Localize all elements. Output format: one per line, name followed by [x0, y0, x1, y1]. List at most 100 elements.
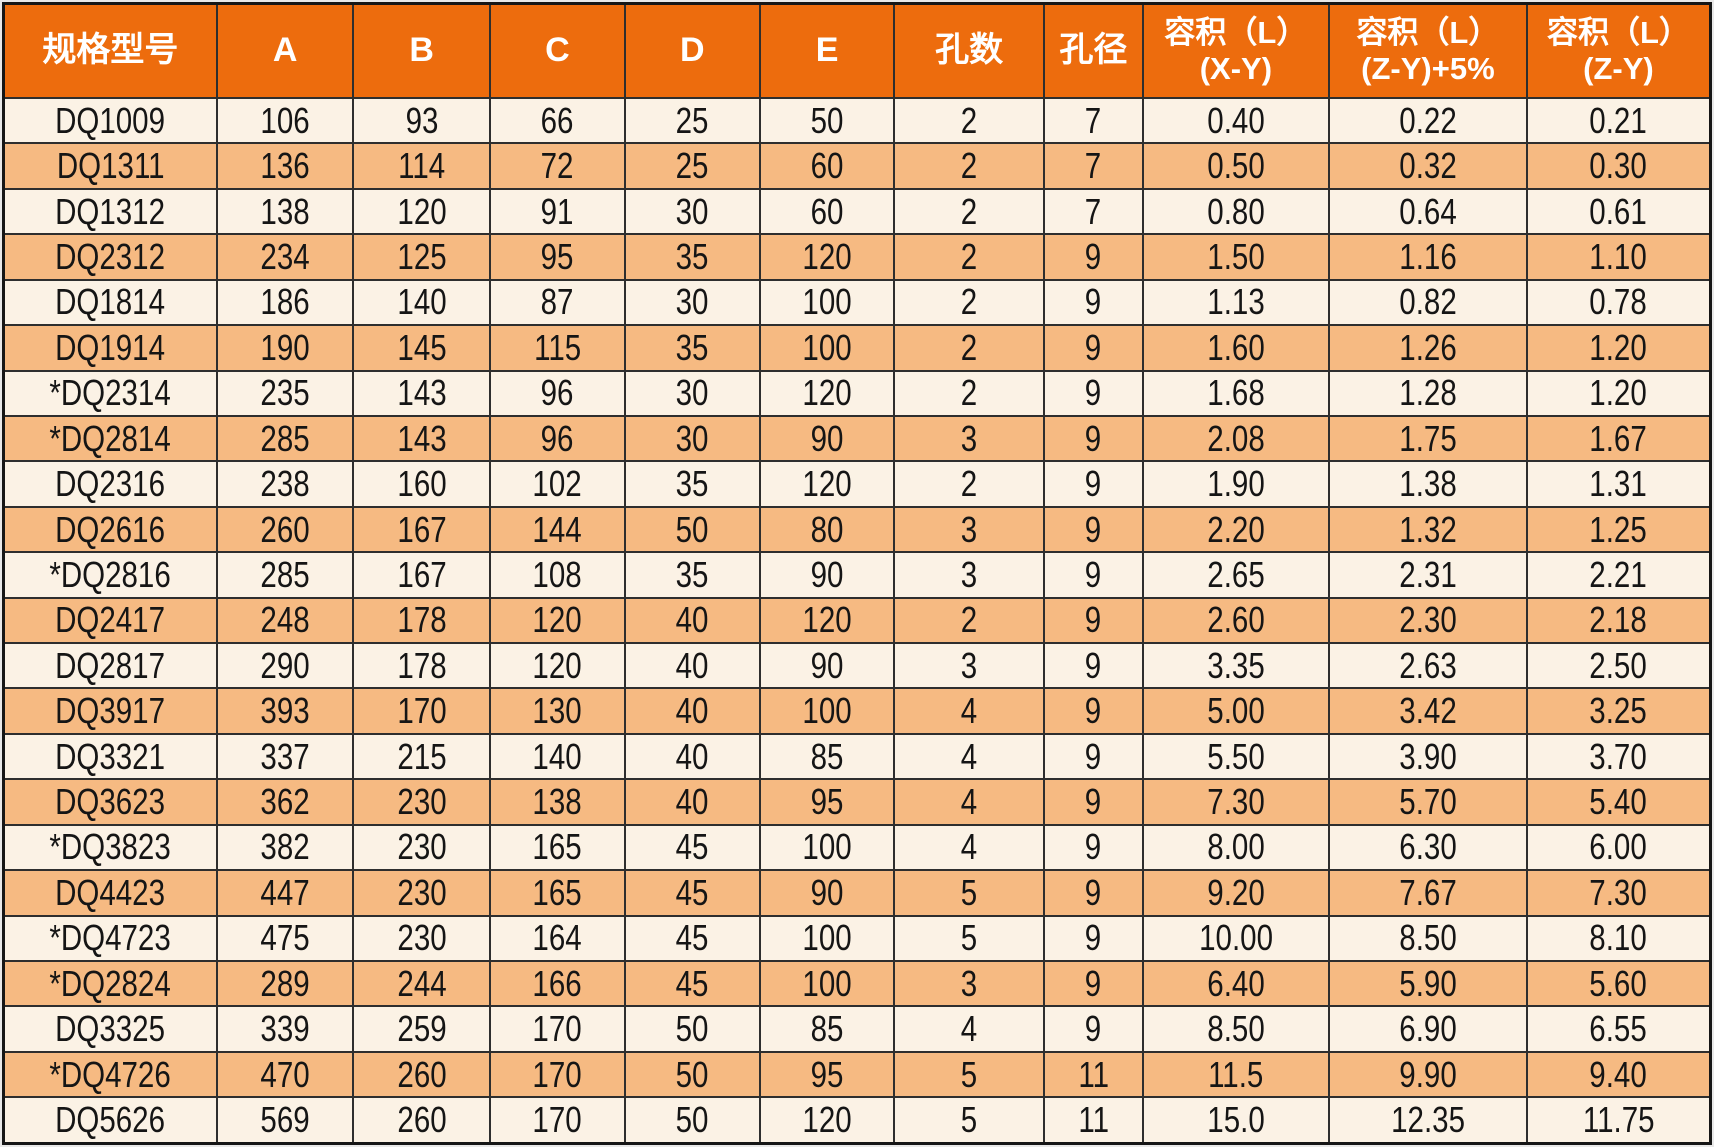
cell-e: 60 [758, 187, 896, 236]
table-row: DQ3917 393 170 130 40 100 4 9 5.00 3.42 3.25 [2, 687, 1712, 735]
cell-holes: 5 [893, 1050, 1045, 1099]
cell-value: 337 [260, 735, 310, 777]
cell-hole_d: 9 [1042, 914, 1144, 963]
cell-value: 35 [675, 326, 709, 368]
cell-holes: 2 [893, 596, 1045, 645]
cell-value: 5.90 [1399, 962, 1457, 1004]
cell-holes: 5 [893, 914, 1045, 963]
column-header-label: 容积（L） [1546, 15, 1690, 50]
cell-value: 96 [540, 372, 574, 414]
cell-value: 5.40 [1589, 781, 1648, 823]
cell-value: 108 [532, 553, 582, 595]
cell-vol_xy: 8.50 [1141, 1005, 1330, 1053]
cell-e: 120 [758, 233, 896, 281]
cell-b: 230 [352, 869, 491, 917]
cell-value: 7.30 [1589, 871, 1648, 913]
table-row: *DQ2816 285 167 108 35 90 3 9 2.65 2.31 2.21 [2, 551, 1712, 599]
cell-c: 165 [488, 869, 626, 917]
column-header-label: 容积（L） [1356, 15, 1500, 50]
cell-holes: 4 [893, 1005, 1045, 1053]
cell-value: 40 [675, 735, 709, 777]
cell-d: 30 [623, 187, 761, 236]
table-row: DQ1009 106 93 66 25 50 2 7 0.40 0.22 0.21 [2, 96, 1712, 145]
cell-value: 5 [960, 1053, 978, 1095]
cell-vol_xy: 11.5 [1141, 1050, 1330, 1099]
cell-value: 95 [810, 781, 844, 823]
cell-hole_d: 9 [1042, 324, 1144, 372]
cell-c: 115 [488, 324, 626, 372]
cell-vol_zy5: 1.26 [1327, 324, 1528, 372]
cell-value: 2.31 [1399, 553, 1457, 595]
cell-a: 475 [215, 914, 355, 963]
cell-value: 5 [960, 1099, 978, 1141]
cell-a: 569 [215, 1096, 355, 1145]
cell-value: 45 [675, 917, 709, 959]
cell-value: 0.61 [1589, 190, 1648, 232]
cell-hole_d: 9 [1042, 687, 1144, 735]
cell-value: 40 [675, 644, 709, 686]
cell-a: 393 [215, 687, 355, 735]
cell-hole_d: 9 [1042, 414, 1144, 463]
cell-d: 35 [623, 233, 761, 281]
cell-value: 4 [960, 826, 978, 868]
cell-vol_zy: 1.20 [1525, 324, 1712, 372]
cell-vol_zy5: 0.64 [1327, 187, 1528, 236]
column-header-b: B [352, 2, 491, 99]
cell-value: 3.35 [1207, 644, 1265, 686]
cell-model: DQ5626 [2, 1096, 218, 1145]
column-header-holes: 孔数 [893, 2, 1045, 99]
cell-d: 30 [623, 369, 761, 417]
cell-value: 3.42 [1399, 690, 1457, 732]
cell-value: 9 [1085, 962, 1102, 1004]
cell-value: 9 [1085, 281, 1102, 323]
cell-value: *DQ3823 [49, 826, 172, 868]
cell-value: 1.67 [1589, 417, 1648, 459]
table-row: *DQ4723 475 230 164 45 100 5 9 10.00 8.50 8.10 [2, 914, 1712, 963]
cell-value: 260 [397, 1099, 447, 1141]
cell-value: 100 [802, 690, 852, 732]
cell-value: 90 [810, 553, 844, 595]
cell-value: 0.21 [1589, 99, 1648, 141]
cell-d: 50 [623, 1005, 761, 1053]
cell-hole_d: 7 [1042, 142, 1144, 190]
cell-vol_zy: 8.10 [1525, 914, 1712, 963]
cell-value: 120 [802, 599, 852, 641]
cell-value: 2 [960, 99, 978, 141]
cell-vol_zy: 6.55 [1525, 1005, 1712, 1053]
cell-e: 85 [758, 732, 896, 781]
cell-value: 100 [802, 962, 852, 1004]
cell-c: 130 [488, 687, 626, 735]
cell-value: 248 [260, 599, 310, 641]
cell-b: 260 [352, 1050, 491, 1099]
header-row: 规格型号 A B C D E 孔数 孔径 容积（L） (X-Y) 容积（L） (Z-Y)+5% 容积（L… [2, 2, 1712, 99]
cell-model: DQ1009 [2, 96, 218, 145]
cell-value: 6.30 [1399, 826, 1457, 868]
cell-vol_xy: 5.50 [1141, 732, 1330, 781]
cell-vol_xy: 3.35 [1141, 642, 1330, 690]
cell-hole_d: 9 [1042, 778, 1144, 826]
cell-d: 35 [623, 324, 761, 372]
cell-value: 1.31 [1589, 463, 1648, 505]
cell-value: 45 [675, 871, 709, 913]
cell-value: DQ1312 [55, 190, 166, 232]
cell-value: 4 [960, 735, 978, 777]
cell-value: 9 [1085, 599, 1102, 641]
column-header-label: 规格型号 [42, 31, 179, 70]
cell-vol_xy: 1.60 [1141, 324, 1330, 372]
cell-vol_xy: 2.20 [1141, 505, 1330, 554]
cell-value: 93 [405, 99, 439, 141]
cell-value: 260 [260, 508, 310, 550]
column-header-vol_zy: 容积（L） (Z-Y) [1525, 2, 1712, 99]
cell-vol_zy: 9.40 [1525, 1050, 1712, 1099]
cell-value: 25 [675, 99, 709, 141]
cell-value: 5.60 [1589, 962, 1648, 1004]
cell-value: 90 [810, 644, 844, 686]
cell-value: *DQ2824 [49, 962, 172, 1004]
cell-a: 362 [215, 778, 355, 826]
cell-value: 470 [260, 1053, 310, 1095]
cell-b: 230 [352, 778, 491, 826]
cell-d: 50 [623, 1096, 761, 1145]
cell-vol_zy: 1.20 [1525, 369, 1712, 417]
cell-value: 102 [532, 463, 582, 505]
cell-value: DQ2417 [55, 599, 166, 641]
